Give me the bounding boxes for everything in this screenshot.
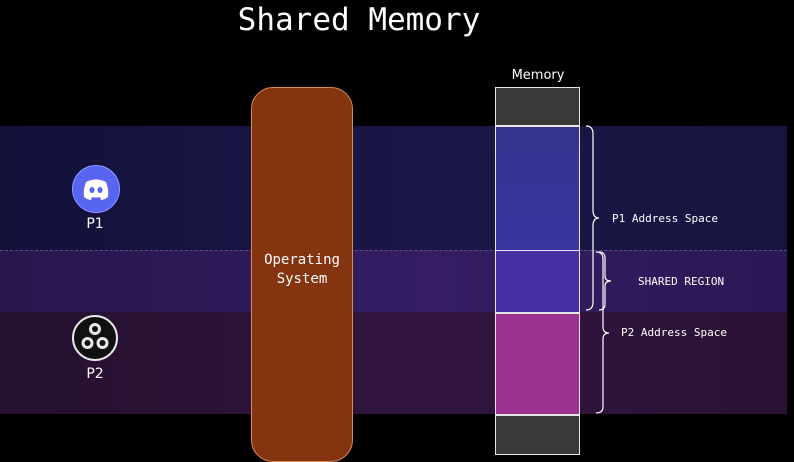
memory-unused-bottom bbox=[495, 415, 580, 455]
p2-address-brace bbox=[595, 251, 610, 414]
p1-address-brace bbox=[585, 125, 600, 311]
memory-p2-segment bbox=[495, 313, 580, 415]
shared-region-brace bbox=[598, 251, 612, 311]
p2-label: P2 bbox=[86, 366, 104, 382]
memory-shared-segment bbox=[495, 251, 580, 313]
memory-unused-top bbox=[495, 87, 580, 126]
memory-column bbox=[495, 87, 580, 455]
p1-label: P1 bbox=[86, 216, 104, 232]
p2-address-space-label: P2 Address Space bbox=[621, 326, 727, 339]
shared-band bbox=[0, 250, 787, 313]
obs-icon bbox=[72, 315, 118, 361]
memory-label: Memory bbox=[511, 68, 565, 83]
operating-system-label: Operating System bbox=[264, 252, 340, 287]
shared-region-label: SHARED REGION bbox=[638, 275, 725, 288]
diagram-title: Shared Memory bbox=[237, 2, 481, 38]
discord-icon bbox=[72, 165, 120, 213]
memory-p1-segment bbox=[495, 126, 580, 251]
p2-band bbox=[0, 312, 787, 414]
p1-band bbox=[0, 126, 787, 250]
p1-address-space-label: P1 Address Space bbox=[612, 212, 718, 225]
operating-system-block bbox=[251, 87, 353, 462]
